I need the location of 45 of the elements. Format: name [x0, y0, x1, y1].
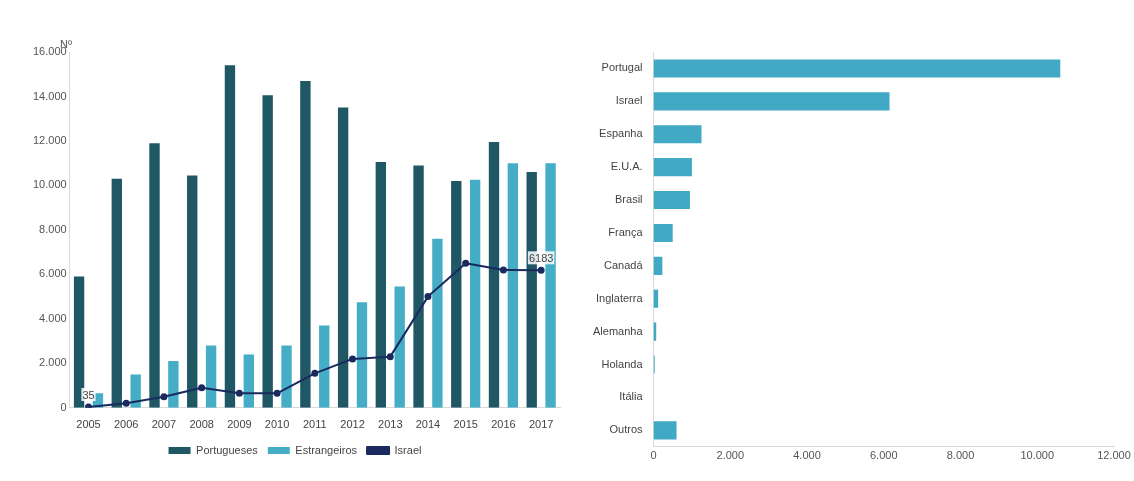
- y-tick-label: Portugal: [601, 61, 643, 74]
- y-tick-label: Brasil: [615, 193, 643, 206]
- x-tick-label: 2012: [340, 418, 365, 431]
- legend-label: Estrangeiros: [295, 443, 358, 456]
- x-tick-label: 2015: [453, 418, 478, 431]
- y-tick-label: 14.000: [32, 89, 67, 102]
- x-tick-label: 2009: [227, 418, 252, 431]
- legend-label: Portugueses: [196, 443, 259, 456]
- x-tick-label: 10.000: [1020, 449, 1055, 462]
- y-tick-label: 0: [60, 400, 67, 413]
- y-tick-label: Outros: [609, 423, 644, 436]
- y-tick-label: 2.000: [39, 356, 67, 369]
- data-label: 35: [82, 388, 95, 401]
- legend-label: Israel: [394, 443, 422, 456]
- x-tick-label: 2013: [378, 418, 403, 431]
- y-tick-label: 6.000: [39, 267, 67, 280]
- y-tick-label: 12.000: [32, 133, 67, 146]
- x-tick-label: 12.000: [1097, 449, 1131, 462]
- y-tick-label: Itália: [619, 390, 644, 403]
- y-tick-label: Alemanha: [592, 324, 644, 337]
- x-tick-label: 2016: [491, 418, 516, 431]
- x-tick-label: 2.000: [716, 449, 745, 462]
- x-tick-label: 2006: [113, 418, 139, 431]
- x-tick-label: 0: [650, 449, 657, 462]
- y-tick-label: 8.000: [39, 222, 67, 235]
- x-tick-label: 2011: [302, 418, 327, 431]
- data-label: 6183: [528, 251, 554, 264]
- x-tick-label: 2010: [264, 418, 290, 431]
- y-tick-label: Espanha: [599, 127, 644, 140]
- x-tick-label: 2014: [415, 418, 441, 431]
- x-tick-label: 2007: [151, 418, 177, 431]
- x-tick-label: 8.000: [946, 449, 975, 462]
- x-tick-label: 2005: [76, 418, 101, 431]
- y-tick-label: 4.000: [39, 311, 67, 324]
- y-tick-label: Canadá: [603, 258, 644, 271]
- x-tick-label: 4.000: [793, 449, 821, 462]
- x-tick-label: 2008: [189, 418, 214, 431]
- y-tick-label: Israel: [615, 94, 643, 107]
- y-tick-label: 10.000: [32, 178, 67, 191]
- x-tick-label: 2017: [528, 418, 554, 431]
- x-tick-label: 6.000: [870, 449, 898, 462]
- y-tick-label: França: [608, 225, 644, 238]
- y-tick-label: E.U.A.: [610, 160, 643, 173]
- y-tick-label: Holanda: [601, 357, 644, 370]
- y-tick-label: Inglaterra: [596, 291, 644, 304]
